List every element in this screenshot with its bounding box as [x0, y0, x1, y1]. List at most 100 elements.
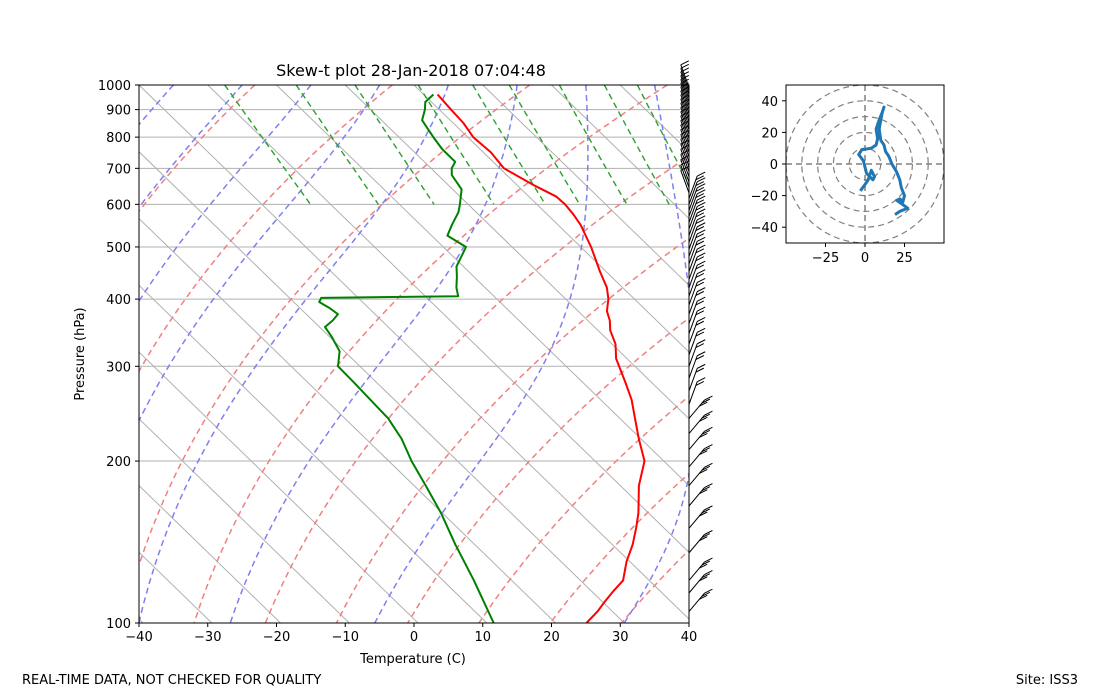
x-tick-label: −20 [263, 630, 290, 645]
quality-disclaimer: REAL-TIME DATA, NOT CHECKED FOR QUALITY [22, 673, 322, 688]
wind-barb [688, 557, 713, 581]
moist-adiabat [139, 85, 312, 303]
wind-barb [688, 183, 706, 211]
wind-barb [688, 306, 706, 334]
y-tick-label: 100 [106, 617, 131, 632]
mixing-ratio-line [417, 85, 495, 205]
wind-barb [688, 339, 706, 367]
moist-adiabat [139, 85, 174, 126]
wind-barb [680, 139, 690, 167]
y-tick-label: 800 [106, 131, 131, 146]
x-tick-label: 0 [410, 630, 418, 645]
wind-barb [680, 74, 690, 103]
wind-barb [688, 269, 706, 297]
x-tick-label: 20 [543, 630, 560, 645]
mixing-ratio-line [224, 85, 312, 205]
isotherm [139, 151, 625, 623]
mixing-ratio-line [472, 85, 546, 205]
wind-barb [688, 222, 706, 250]
skewt-panel: −40 −30 −20 −10 0 10 20 30 40 1000 900 800 700 600 500… [73, 60, 713, 667]
hodograph-panel: −25 0 25 40 20 0 −20 −40 [751, 84, 945, 266]
wind-barb [680, 155, 690, 183]
temperature-trace [436, 93, 646, 623]
y-tick-label: 400 [106, 293, 131, 308]
moist-adiabats [139, 85, 689, 623]
hodo-x-tick-label: 0 [861, 251, 869, 266]
hodograph-line [857, 105, 910, 216]
wind-barb [688, 278, 706, 306]
skewt-grid [139, 85, 689, 623]
y-tick-label: 200 [106, 455, 131, 470]
wind-barb [688, 201, 706, 230]
wind-barb [688, 530, 713, 554]
isotherm [139, 484, 281, 623]
wind-barb [688, 377, 706, 405]
mixing-ratio-line [354, 85, 435, 205]
y-axis-label: Pressure (hPa) [73, 307, 88, 400]
isotherm [551, 85, 689, 220]
wind-barb [688, 189, 706, 217]
y-tick-label: 500 [106, 241, 131, 256]
wind-barb [688, 236, 706, 265]
dry-adiabats [139, 85, 689, 623]
hodo-y-tick-label: −20 [751, 190, 778, 205]
wind-barb [688, 296, 706, 324]
x-tick-label: −10 [332, 630, 359, 645]
isotherm [619, 85, 689, 153]
isotherm [139, 351, 419, 623]
wind-barb [680, 71, 690, 99]
isotherm [413, 85, 689, 353]
wind-barb [688, 363, 706, 392]
x-tick-label: 40 [681, 630, 698, 645]
wind-barb [688, 505, 713, 529]
moist-adiabat [139, 85, 243, 209]
isotherm [344, 85, 689, 420]
wind-barb [688, 260, 706, 288]
skewt-axes: −40 −30 −20 −10 0 10 20 30 40 1000 900 800 700 600 500… [98, 79, 697, 645]
x-tick-label: −40 [125, 630, 152, 645]
y-tick-label: 600 [106, 198, 131, 213]
x-tick-label: 30 [612, 630, 629, 645]
hodo-x-tick-label: 25 [896, 251, 913, 266]
wind-barb [688, 215, 706, 243]
y-tick-label: 1000 [98, 79, 131, 94]
wind-barb [688, 351, 706, 379]
y-tick-label: 300 [106, 360, 131, 375]
wind-barb [680, 144, 690, 172]
wind-barb [688, 444, 713, 468]
dewpoint-trace [318, 93, 495, 623]
dry-adiabat [139, 85, 531, 568]
wind-barb [680, 67, 690, 95]
hodo-y-tick-label: 0 [770, 158, 778, 173]
wind-barb [688, 177, 706, 205]
skewt-series [318, 93, 646, 623]
wind-barb [680, 160, 690, 188]
wind-barb [688, 317, 706, 345]
wind-barb [680, 149, 690, 178]
moist-adiabat [229, 85, 518, 623]
isotherm [276, 85, 689, 487]
wind-barb [680, 78, 690, 106]
wind-barb [688, 588, 713, 612]
hodo-y-tick-label: 20 [761, 126, 778, 141]
wind-barbs [680, 60, 713, 612]
hodograph-trace [857, 105, 910, 216]
dry-adiabat [139, 85, 256, 213]
x-axis-label: Temperature (C) [359, 652, 466, 667]
dry-adiabat [478, 395, 689, 623]
dry-adiabat [407, 317, 689, 623]
dry-adiabat [264, 155, 689, 623]
x-tick-label: −30 [194, 630, 221, 645]
moist-adiabat [623, 85, 689, 623]
wind-barb [688, 252, 706, 280]
mixing-ratio-line [508, 85, 581, 205]
wind-barb [680, 165, 690, 194]
hodo-x-tick-label: −25 [812, 251, 839, 266]
wind-barb [688, 208, 706, 236]
mixing-ratio-line [636, 85, 689, 186]
isotherm [207, 85, 689, 553]
wind-barb [688, 244, 706, 272]
y-tick-label: 900 [106, 104, 131, 119]
dry-adiabat [335, 237, 689, 623]
